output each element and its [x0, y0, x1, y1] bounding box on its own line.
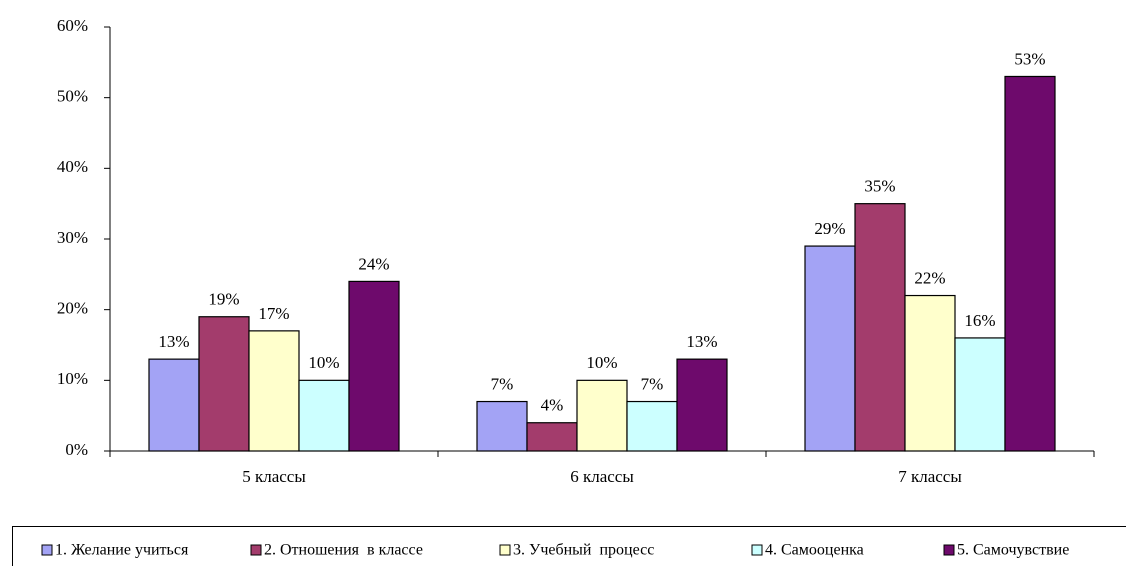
data-label: 29%	[814, 219, 845, 238]
y-tick-label: 30%	[57, 228, 88, 247]
data-label: 13%	[686, 332, 717, 351]
bar	[676, 358, 728, 452]
legend-label: 3. Учебный процесс	[513, 542, 654, 559]
legend-swatch	[250, 544, 262, 556]
data-label: 4%	[541, 396, 564, 415]
data-label: 10%	[586, 353, 617, 372]
bar	[576, 379, 628, 452]
bar	[348, 280, 400, 452]
y-tick-label: 40%	[57, 157, 88, 176]
bar	[298, 379, 350, 452]
legend-swatch	[943, 544, 955, 556]
data-label: 24%	[358, 254, 389, 273]
legend-label: 1. Желание учиться	[55, 542, 189, 559]
legend: 1. Желание учиться 2. Отношения в классе 3…	[41, 542, 1069, 559]
bar	[626, 400, 678, 452]
data-label: 22%	[914, 268, 945, 287]
legend-label: 2. Отношения в классе	[264, 542, 423, 559]
bar	[954, 337, 1006, 452]
legend-label: 5. Самочувствие	[957, 542, 1069, 559]
bar	[904, 294, 956, 452]
data-label: 7%	[491, 374, 514, 393]
y-tick-label: 20%	[57, 299, 88, 318]
y-tick-label: 60%	[57, 16, 88, 35]
bar	[526, 422, 578, 452]
data-label: 35%	[864, 177, 895, 196]
bar	[198, 316, 250, 452]
bar	[1004, 75, 1056, 452]
bar	[148, 358, 200, 452]
data-label: 16%	[964, 311, 995, 330]
y-tick-label: 0%	[65, 440, 88, 459]
data-label: 53%	[1014, 49, 1045, 68]
bar	[476, 400, 528, 452]
bar	[854, 203, 906, 452]
data-label: 13%	[158, 332, 189, 351]
data-label: 19%	[208, 290, 239, 309]
x-tick-label: 7 классы	[898, 467, 962, 486]
data-label: 10%	[308, 353, 339, 372]
x-tick-label: 6 классы	[570, 467, 634, 486]
data-label: 7%	[641, 374, 664, 393]
y-tick-label: 10%	[57, 369, 88, 388]
bar	[804, 245, 856, 452]
bar	[248, 330, 300, 452]
legend-label: 4. Самооценка	[765, 542, 864, 559]
legend-swatch	[499, 544, 511, 556]
x-tick-label: 5 классы	[242, 467, 306, 486]
y-tick-label: 50%	[57, 87, 88, 106]
data-label: 17%	[258, 304, 289, 323]
legend-swatch	[41, 544, 53, 556]
legend-box	[12, 526, 1126, 566]
legend-swatch	[751, 544, 763, 556]
